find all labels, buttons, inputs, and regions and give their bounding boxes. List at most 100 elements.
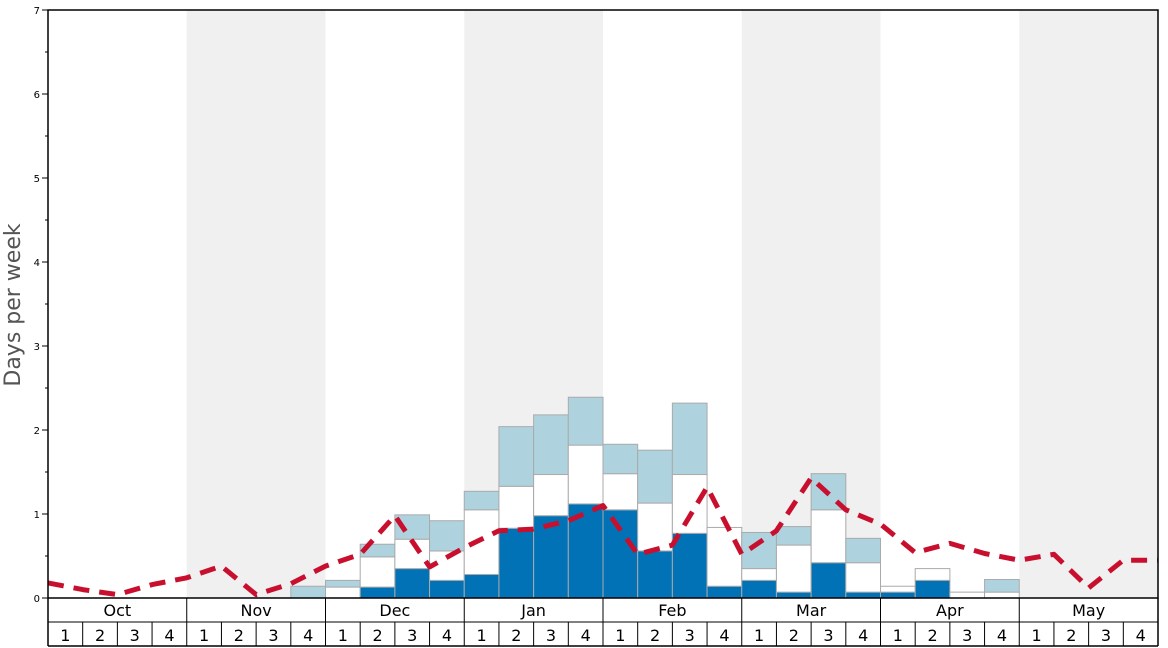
bar-dark-week-19 [671,532,708,599]
week-label: 4 [719,626,729,645]
bar-light-week-16 [567,396,604,446]
bar-light-week-9 [325,579,361,588]
week-label: 3 [407,626,417,645]
bar-light-week-18 [637,449,673,504]
y-tick-label: 2 [34,426,40,437]
week-label: 1 [338,626,348,645]
week-label: 1 [199,626,209,645]
bar-dark-week-22 [775,591,812,599]
bar-white-week-20 [706,526,743,587]
bar-dark-week-26 [914,579,951,599]
week-label: 4 [581,626,591,645]
week-label: 4 [164,626,174,645]
bar-light-week-17 [602,443,639,475]
bar-white-week-18 [637,502,673,552]
bar-light-week-19 [671,402,708,476]
week-label: 3 [962,626,972,645]
bar-white-week-13 [463,509,500,575]
average-line-group [47,475,1158,598]
bar-light-week-24 [845,537,881,564]
week-label: 4 [303,626,313,645]
bar-light-week-8 [290,585,326,599]
month-shading [186,10,1158,598]
average-line [47,475,1158,598]
week-label: 2 [372,626,382,645]
bar-dark-week-23 [810,562,847,599]
week-label: 3 [685,626,695,645]
bar-dark-week-12 [429,579,465,599]
bar-white-week-26 [914,568,951,581]
y-tick-label: 1 [34,510,40,521]
month-shade-may [1019,10,1158,598]
y-axis: 0 1 2 3 4 5 6 7 [34,6,48,605]
week-label: 2 [234,626,244,645]
bar-white-week-9 [325,586,361,599]
week-label: 2 [650,626,660,645]
bar-light-week-14 [498,426,535,487]
y-tick-label: 7 [34,6,40,17]
x-axis: Oct 1 2 3 4 Nov 1 2 3 4 Dec 1 2 3 4 Jan 1 2 3 4 Feb 1 2 3 4 Mar 1 2… [47,598,1159,647]
week-label: 2 [511,626,521,645]
bar-dark-week-13 [463,573,500,599]
week-label: 2 [1066,626,1076,645]
bar-white-week-28 [984,591,1020,599]
bar-white-week-19 [671,474,708,534]
bar-dark-week-25 [880,591,916,599]
bar-light-week-22 [775,526,812,546]
stacked-bars [290,396,1020,599]
week-label: 3 [130,626,140,645]
bar-light-week-12 [429,520,465,552]
week-label: 3 [546,626,556,645]
week-label: 4 [442,626,452,645]
month-label-apr: Apr [936,601,964,620]
bar-light-week-15 [533,414,569,476]
bar-dark-week-21 [741,579,777,599]
y-tick-label: 4 [34,258,40,269]
bar-white-week-21 [741,568,777,581]
bar-light-week-13 [463,490,500,511]
week-label: 4 [858,626,868,645]
week-label: 3 [823,626,833,645]
bar-dark-week-20 [706,585,743,599]
week-label: 1 [477,626,487,645]
week-label: 3 [268,626,278,645]
y-tick-label: 6 [34,90,40,101]
y-tick-label: 3 [34,342,40,353]
bar-white-week-22 [775,544,812,593]
bar-light-week-28 [984,579,1020,593]
month-label-dec: Dec [379,601,410,620]
bar-dark-week-15 [533,515,569,599]
week-label: 1 [1032,626,1042,645]
bar-white-week-25 [880,585,916,593]
bar-dark-week-18 [637,550,673,599]
bar-dark-week-17 [602,509,639,599]
y-tick-label: 5 [34,174,40,185]
bar-white-week-27 [949,591,986,599]
week-label: 1 [754,626,764,645]
week-label: 2 [789,626,799,645]
bar-white-week-16 [567,444,604,505]
month-label-oct: Oct [104,601,132,620]
y-axis-label: Days per week [1,223,26,386]
month-label-mar: Mar [796,601,827,620]
month-label-nov: Nov [241,601,272,620]
bar-white-week-15 [533,474,569,517]
week-label: 2 [95,626,105,645]
bar-white-week-24 [845,562,881,593]
bar-white-week-14 [498,485,535,529]
month-label-may: May [1072,601,1105,620]
bar-light-week-21 [741,531,777,570]
y-tick-label: 0 [34,594,40,605]
bar-dark-week-24 [845,591,881,599]
week-label: 4 [1136,626,1146,645]
month-shade-nov [186,10,326,598]
bar-dark-week-14 [498,527,535,599]
bar-white-week-10 [359,556,396,588]
week-label: 4 [997,626,1007,645]
month-label-jan: Jan [520,601,546,620]
bar-white-week-23 [810,509,847,564]
week-label: 3 [1101,626,1111,645]
week-label: 1 [893,626,903,645]
bar-dark-week-10 [359,586,396,599]
